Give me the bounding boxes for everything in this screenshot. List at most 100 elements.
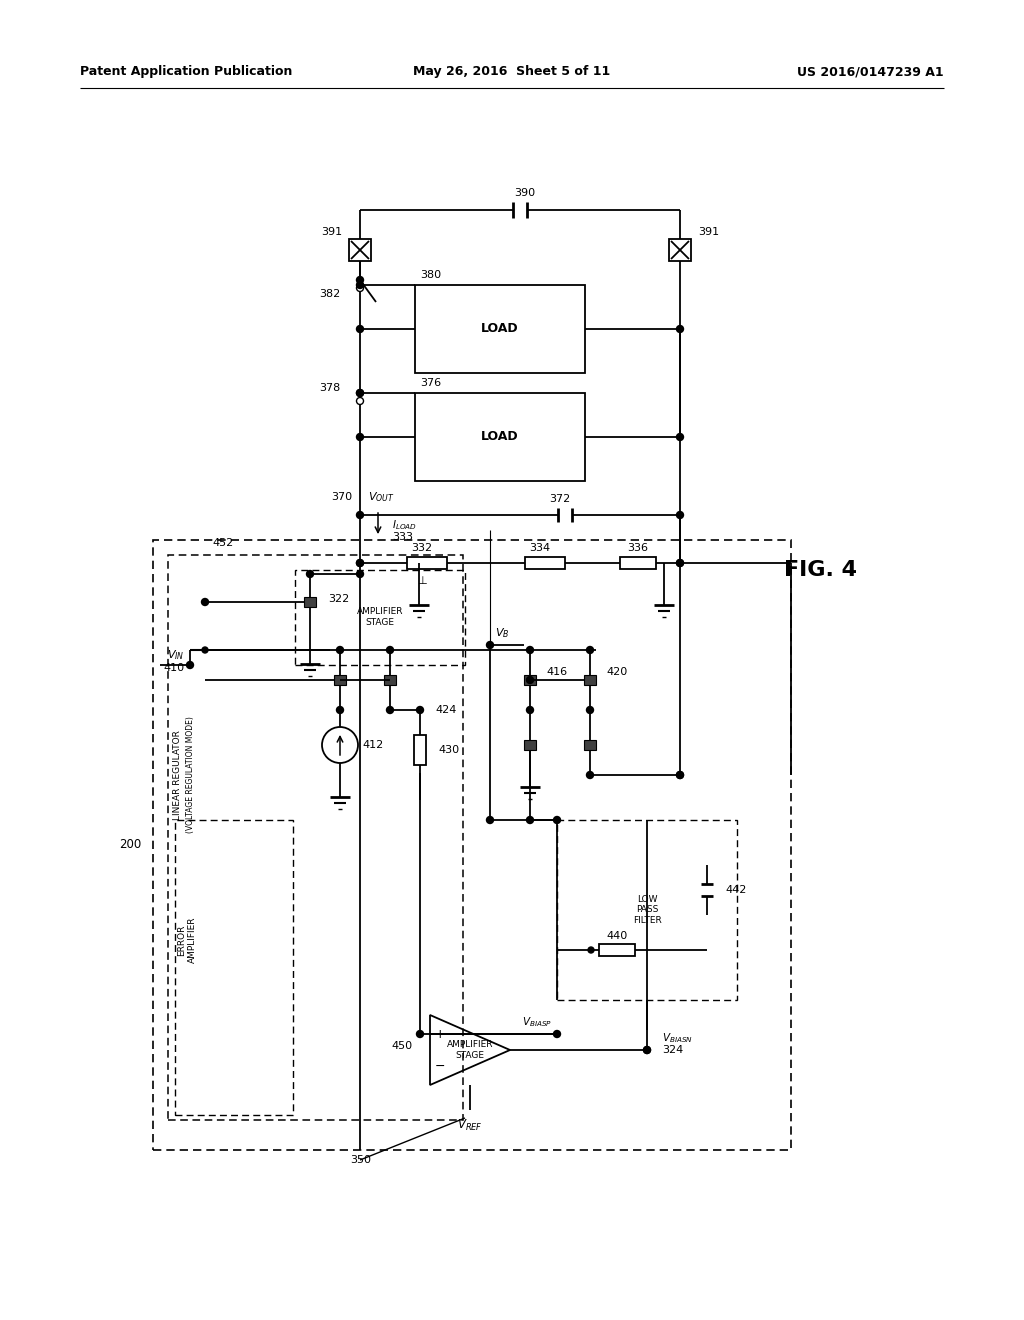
- Text: 332: 332: [412, 543, 432, 553]
- Circle shape: [677, 560, 683, 566]
- Bar: [349, 239, 371, 261]
- Text: 376: 376: [420, 378, 441, 388]
- Circle shape: [554, 1031, 560, 1038]
- Text: $I_{LOAD}$: $I_{LOAD}$: [392, 519, 417, 532]
- Text: 200: 200: [119, 838, 141, 851]
- Bar: [620, 557, 656, 569]
- Bar: [557, 820, 737, 1001]
- Text: 416: 416: [546, 667, 567, 677]
- Bar: [334, 675, 346, 685]
- Circle shape: [356, 276, 364, 284]
- Bar: [407, 557, 447, 569]
- Text: (VOLTAGE REGULATION MODE): (VOLTAGE REGULATION MODE): [185, 717, 195, 833]
- Circle shape: [677, 771, 683, 779]
- Circle shape: [356, 560, 364, 566]
- Circle shape: [386, 706, 393, 714]
- Text: LINEAR REGULATOR: LINEAR REGULATOR: [173, 730, 182, 820]
- Circle shape: [356, 389, 364, 396]
- Text: 452: 452: [212, 539, 233, 548]
- Text: $V_{BIASN}$: $V_{BIASN}$: [662, 1031, 693, 1045]
- Text: 450: 450: [391, 1041, 413, 1051]
- Text: $V_{IN}$: $V_{IN}$: [168, 648, 185, 661]
- Circle shape: [356, 285, 364, 292]
- Text: 420: 420: [606, 667, 628, 677]
- Text: 378: 378: [318, 383, 340, 393]
- Text: LOAD: LOAD: [481, 430, 519, 444]
- Bar: [599, 944, 635, 956]
- Circle shape: [643, 1047, 650, 1053]
- Bar: [584, 675, 596, 685]
- Circle shape: [643, 1047, 650, 1053]
- Text: ERROR
AMPLIFIER: ERROR AMPLIFIER: [177, 917, 197, 964]
- Text: FIG. 4: FIG. 4: [783, 560, 856, 579]
- Circle shape: [526, 647, 534, 653]
- Circle shape: [356, 433, 364, 441]
- Text: 391: 391: [321, 227, 342, 238]
- Text: 442: 442: [725, 884, 746, 895]
- Text: 390: 390: [514, 187, 536, 198]
- Circle shape: [526, 706, 534, 714]
- Bar: [524, 675, 536, 685]
- Text: $V_{REF}$: $V_{REF}$: [457, 1118, 483, 1133]
- Text: $V_{BIASP}$: $V_{BIASP}$: [522, 1015, 552, 1028]
- Circle shape: [356, 560, 364, 566]
- Circle shape: [588, 946, 594, 953]
- Circle shape: [202, 647, 208, 653]
- Circle shape: [356, 570, 364, 578]
- Circle shape: [356, 511, 364, 519]
- Text: 334: 334: [529, 543, 551, 553]
- Bar: [295, 570, 465, 665]
- Circle shape: [677, 560, 683, 566]
- Circle shape: [486, 642, 494, 648]
- Text: 382: 382: [318, 289, 340, 300]
- Circle shape: [677, 771, 683, 779]
- Text: Patent Application Publication: Patent Application Publication: [80, 66, 293, 78]
- Circle shape: [526, 817, 534, 824]
- Circle shape: [526, 676, 534, 684]
- Text: ⊥: ⊥: [417, 576, 427, 586]
- Circle shape: [417, 706, 424, 714]
- Text: 410: 410: [164, 663, 185, 673]
- Circle shape: [186, 661, 194, 668]
- Bar: [524, 741, 536, 750]
- Circle shape: [554, 817, 560, 824]
- Circle shape: [677, 326, 683, 333]
- Text: AMPLIFIER
STAGE: AMPLIFIER STAGE: [446, 1040, 494, 1060]
- Text: 372: 372: [549, 494, 570, 504]
- Text: 424: 424: [435, 705, 457, 715]
- Text: 380: 380: [420, 271, 441, 280]
- Text: $V_{OUT}$: $V_{OUT}$: [368, 490, 394, 504]
- Circle shape: [306, 570, 313, 578]
- Text: 333: 333: [392, 532, 413, 543]
- Circle shape: [587, 771, 594, 779]
- Text: 350: 350: [350, 1155, 371, 1166]
- Circle shape: [337, 706, 343, 714]
- Text: 336: 336: [628, 543, 648, 553]
- Bar: [168, 554, 463, 1119]
- Bar: [175, 820, 293, 1115]
- Bar: [415, 285, 585, 374]
- Circle shape: [202, 598, 209, 606]
- Text: May 26, 2016  Sheet 5 of 11: May 26, 2016 Sheet 5 of 11: [414, 66, 610, 78]
- Circle shape: [356, 281, 364, 289]
- Circle shape: [337, 647, 343, 653]
- Text: −: −: [435, 1060, 445, 1072]
- Text: $V_B$: $V_B$: [495, 626, 510, 640]
- Circle shape: [386, 647, 393, 653]
- Bar: [153, 540, 791, 1150]
- Circle shape: [587, 706, 594, 714]
- Bar: [415, 393, 585, 480]
- Bar: [525, 557, 565, 569]
- Circle shape: [587, 647, 594, 653]
- Bar: [304, 597, 316, 607]
- Text: 430: 430: [438, 744, 459, 755]
- Circle shape: [356, 326, 364, 333]
- Text: AMPLIFIER
STAGE: AMPLIFIER STAGE: [356, 607, 403, 627]
- Bar: [669, 239, 691, 261]
- Circle shape: [417, 1031, 424, 1038]
- Text: 324: 324: [662, 1045, 683, 1055]
- Circle shape: [677, 433, 683, 441]
- Text: 370: 370: [331, 492, 352, 502]
- Text: 322: 322: [328, 594, 349, 605]
- Text: 412: 412: [362, 741, 383, 750]
